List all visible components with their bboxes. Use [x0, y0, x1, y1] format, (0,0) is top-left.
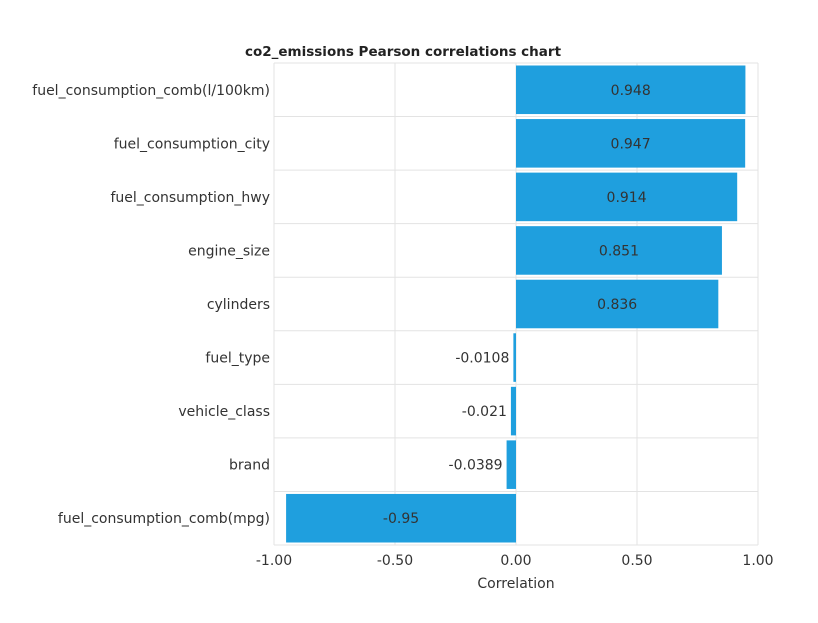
data-label: -0.021: [462, 404, 507, 420]
category-label: fuel_consumption_city: [114, 136, 270, 152]
category-label: vehicle_class: [178, 404, 270, 420]
x-axis-title: Correlation: [477, 576, 554, 592]
grid-lines: [273, 62, 759, 546]
data-label: 0.836: [597, 297, 637, 313]
category-label: fuel_consumption_hwy: [110, 190, 270, 206]
data-label: -0.95: [383, 511, 419, 527]
bar: [513, 333, 516, 382]
x-tick-label: -0.50: [377, 553, 413, 569]
bars-group: [286, 65, 746, 543]
x-tick-label: -1.00: [256, 553, 292, 569]
x-tick-labels: -1.00 -0.50 0.00 0.50 1.00: [256, 553, 774, 569]
category-label: fuel_consumption_comb(mpg): [58, 511, 270, 527]
bar: [286, 493, 516, 543]
data-labels: 0.948 0.947 0.914 0.851 0.836 -0.0108 -0.021 -0…: [383, 83, 651, 527]
x-tick-label: 0.00: [500, 553, 531, 569]
bar: [516, 172, 738, 222]
bar: [516, 119, 746, 168]
bar: [516, 226, 722, 275]
category-labels: fuel_consumption_comb(l/100km) fuel_consu…: [32, 83, 270, 527]
bar: [516, 65, 746, 115]
category-label: brand: [229, 458, 270, 474]
data-label: 0.851: [599, 243, 639, 259]
data-label: 0.947: [611, 136, 651, 152]
bar: [510, 386, 516, 436]
category-label: cylinders: [207, 297, 270, 313]
data-label: -0.0108: [455, 351, 509, 367]
bar: [516, 279, 719, 329]
data-label: 0.914: [607, 190, 647, 206]
category-label: fuel_type: [205, 351, 270, 367]
category-label: fuel_consumption_comb(l/100km): [32, 83, 270, 99]
category-label: engine_size: [188, 243, 270, 259]
x-tick-label: 1.00: [742, 553, 773, 569]
bar: [506, 440, 516, 489]
data-label: 0.948: [611, 83, 651, 99]
data-label: -0.0389: [449, 458, 503, 474]
x-tick-label: 0.50: [621, 553, 652, 569]
chart-title: co2_emissions Pearson correlations chart: [245, 44, 562, 60]
